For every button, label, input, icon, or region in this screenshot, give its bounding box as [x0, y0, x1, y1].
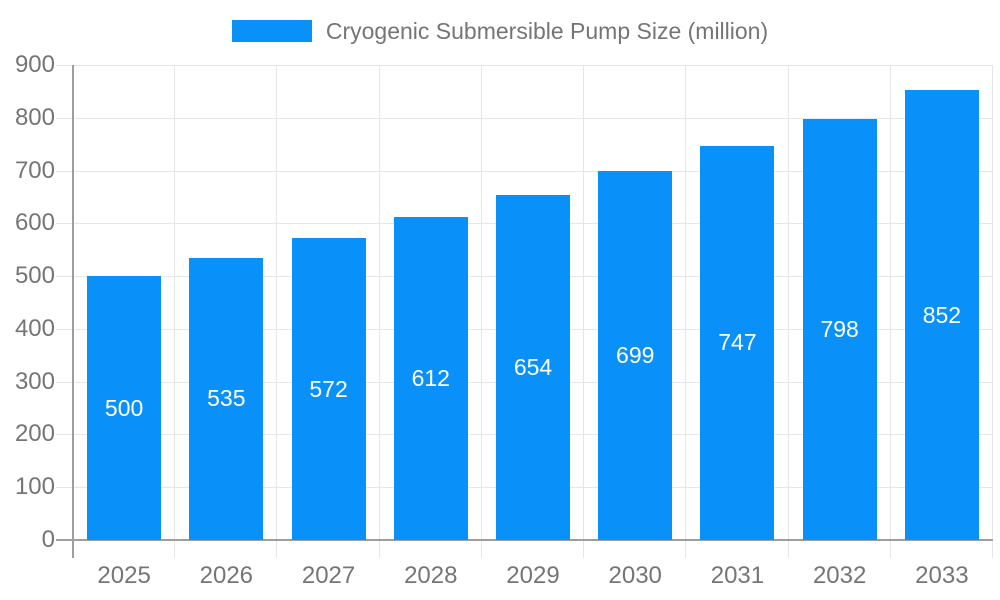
bar-2031[interactable]: 747: [700, 145, 775, 540]
bar-value-label: 612: [411, 365, 450, 391]
gridline-vertical: [583, 65, 585, 558]
gridline-vertical: [889, 65, 891, 558]
legend[interactable]: Cryogenic Submersible Pump Size (million…: [0, 18, 1000, 44]
x-axis-tick-label: 2026: [199, 562, 254, 589]
gridline-vertical: [685, 65, 687, 558]
x-axis-tick-label: 2033: [915, 562, 969, 589]
gridline-vertical: [480, 65, 482, 558]
bar-2028[interactable]: 612: [393, 217, 468, 540]
y-axis-tick-label: 800: [14, 103, 55, 131]
y-axis-tick-label: 100: [14, 473, 55, 501]
bar-value-label: 654: [513, 353, 553, 380]
bar-2027[interactable]: 572: [291, 238, 366, 540]
gridline-vertical: [174, 65, 176, 558]
gridline-vertical: [276, 65, 278, 558]
x-axis-tick-label: 2028: [404, 562, 458, 589]
x-axis-tick-label: 2029: [506, 562, 560, 589]
y-axis-line: [72, 65, 74, 558]
gridline-vertical: [787, 65, 789, 558]
bar-2029[interactable]: 654: [496, 194, 570, 540]
gridline-vertical: [992, 65, 993, 558]
bar-value-label: 798: [820, 315, 859, 342]
gridline-horizontal: [56, 170, 993, 172]
x-axis-line: [56, 539, 993, 541]
bar-value-label: 699: [616, 342, 655, 369]
y-axis-tick-label: 500: [14, 262, 55, 290]
bar-2032[interactable]: 798: [802, 118, 877, 540]
gridline-vertical: [378, 65, 380, 558]
x-axis-tick-label: 2027: [301, 562, 356, 589]
x-axis-tick-label: 2032: [812, 562, 867, 589]
x-axis-tick-label: 2025: [97, 562, 151, 589]
y-axis-tick-label: 0: [41, 526, 55, 553]
y-axis-tick-label: 300: [14, 367, 55, 395]
x-axis-tick-label: 2031: [710, 562, 765, 589]
bar-value-label: 747: [718, 329, 757, 356]
y-axis-tick-label: 400: [14, 314, 55, 342]
legend-swatch-icon: [231, 20, 312, 42]
y-axis-tick-label: 700: [14, 156, 55, 184]
plot-area: 500 535 572 612 654 699 747 798 852: [56, 65, 993, 558]
bar-value-label: 535: [207, 385, 246, 412]
bar-2030[interactable]: 699: [598, 171, 673, 540]
y-axis-tick-label: 900: [14, 51, 55, 78]
gridline-horizontal: [56, 65, 993, 66]
bar-value-label: 572: [309, 375, 348, 402]
bar-2033[interactable]: 852: [904, 90, 979, 540]
bar-value-label: 500: [104, 394, 144, 421]
y-axis-tick-label: 600: [14, 209, 55, 237]
bar-value-label: 852: [922, 301, 962, 328]
x-axis-tick-label: 2030: [608, 562, 662, 589]
y-axis-tick-label: 200: [14, 420, 55, 448]
bar-2025[interactable]: 500: [87, 276, 162, 540]
bar-2026[interactable]: 535: [189, 257, 264, 540]
gridline-horizontal: [56, 117, 993, 119]
legend-label: Cryogenic Submersible Pump Size (million…: [325, 18, 769, 44]
